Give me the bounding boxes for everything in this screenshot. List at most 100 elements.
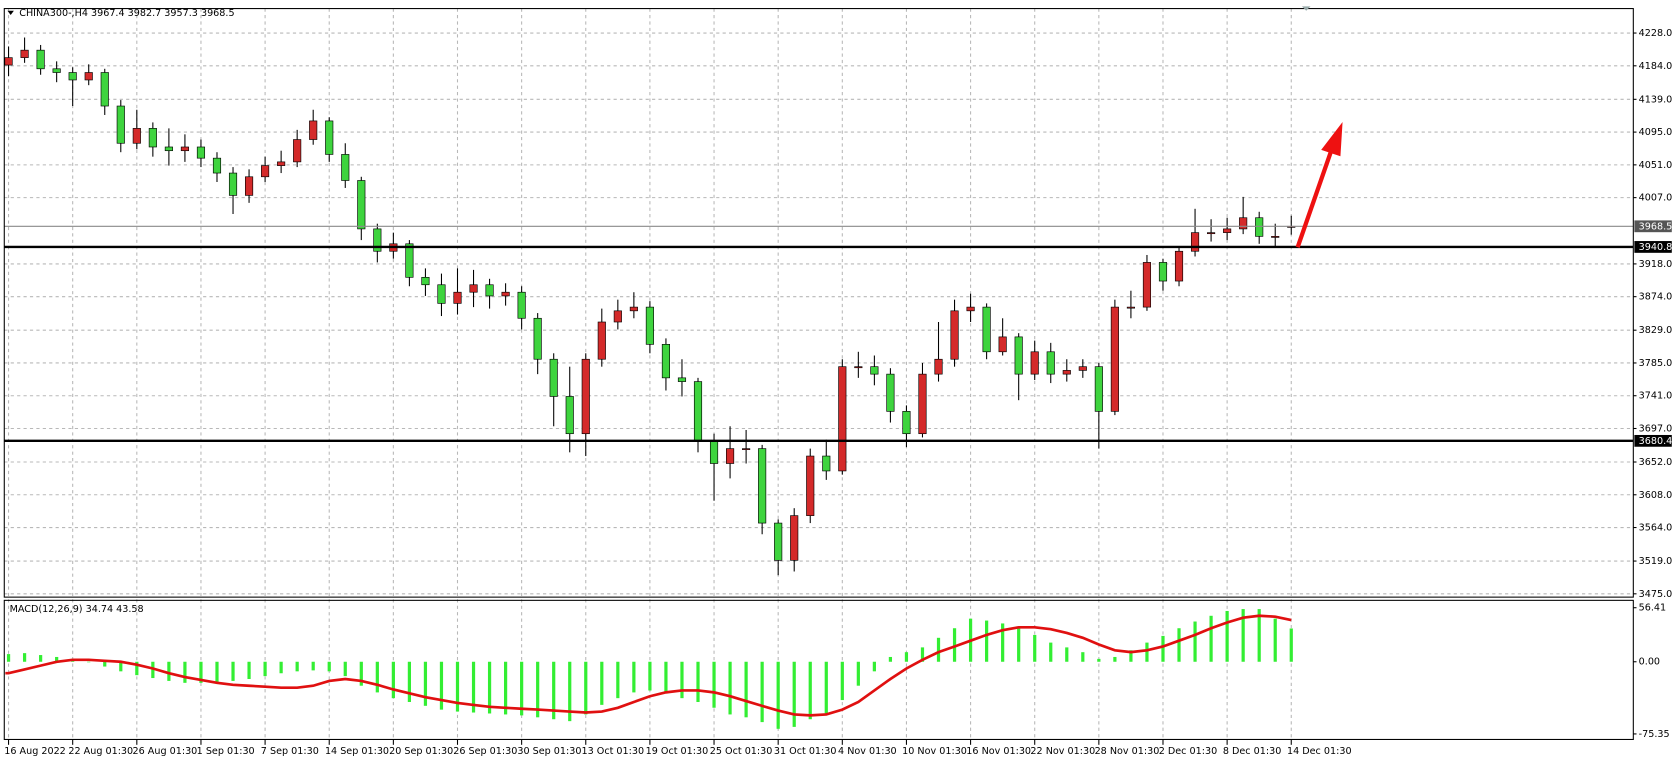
x-tick-label: 7 Sep 01:30 [261,746,319,757]
macd-bar [167,661,171,681]
y-tick-label: 4007.0 [1639,193,1673,204]
macd-bar [776,661,780,729]
macd-bar [552,661,556,720]
trend-arrow [1295,121,1343,248]
candle-body [774,522,783,561]
candle-body [228,172,238,196]
candle-body [1126,306,1135,309]
candle-body [405,243,414,278]
macd-bar [1097,658,1101,662]
y-tick-label: 4139.0 [1639,94,1673,105]
y-tick-label: 4095.0 [1639,127,1673,138]
macd-bar [327,661,331,672]
macd-bar [744,661,748,718]
x-tick-label: 16 Nov 01:30 [966,746,1031,757]
x-tick-label: 10 Nov 01:30 [902,746,967,757]
candle-body [180,146,189,152]
y-tick-label: 3874.0 [1639,292,1673,303]
candle-body [790,515,799,561]
x-tick-label: 14 Sep 01:30 [325,746,389,757]
macd-bar [391,661,395,699]
macd-bar [1193,621,1197,662]
candle-body [533,317,542,360]
macd-bar [22,653,27,662]
y-tick-label: 4184.0 [1639,61,1673,72]
x-tick-label: 26 Aug 01:30 [133,746,198,757]
candle-body [309,120,318,140]
candle-body [517,291,526,319]
candle-body [726,448,735,464]
candle-body [645,306,654,345]
macd-bar [584,661,588,715]
y-tick-label: 4051.0 [1639,160,1673,171]
chart-title: CHINA300-,H4 3967.4 3982.7 3957.3 3968.5 [19,8,234,19]
candle-body [164,146,173,152]
x-tick-label: 19 Oct 01:30 [646,746,709,757]
candle-body [20,49,29,58]
candle-body [341,154,350,181]
macd-bar [1209,615,1213,662]
candle-body [1239,217,1248,230]
candle-body [1223,228,1232,233]
macd-bar [1161,635,1165,662]
candle-body [293,139,302,163]
macd-bar [311,661,315,671]
macd-bar [520,661,524,716]
macd-bar [295,661,299,672]
candle-body [581,358,590,435]
macd-bar [1001,623,1005,662]
menu-triangle[interactable] [7,10,14,15]
macd-bar [872,661,876,672]
candle-body [966,306,975,312]
level-label-box [1634,434,1672,447]
level-label: 3940.8 [1639,242,1673,253]
y-tick-label: 3785.0 [1639,358,1673,369]
macd-bar [1017,628,1021,662]
y-tick-label: -75.35 [1639,729,1670,740]
macd-bar [632,661,636,693]
candle-body [52,68,61,73]
candle-body [822,455,831,472]
macd-bar [664,661,668,694]
x-tick-label: 16 Aug 2022 [4,746,66,757]
macd-bar [1225,610,1229,662]
y-tick-label: 4228.0 [1639,28,1673,39]
macd-bar [904,652,909,662]
macd-bar [1049,642,1053,662]
macd-bar [985,620,989,662]
candle-body [485,284,494,297]
x-tick-label: 22 Nov 01:30 [1030,746,1095,757]
candle-body [261,165,270,178]
candle-body [244,176,254,196]
macd-bar [487,661,492,714]
y-tick-label: 56.41 [1639,603,1667,614]
macd-bar [407,661,412,702]
candle-body [373,228,382,252]
macd-bar [423,661,428,706]
candle-body [148,128,157,148]
macd-bar [808,661,812,720]
candle-body [1255,217,1264,237]
macd-bar [1033,634,1037,662]
candle-body [453,291,462,304]
macd-bar [247,661,251,679]
macd-bar [616,661,620,699]
macd-bar [1129,650,1133,662]
macd-bar [840,661,844,701]
x-tick-label: 20 Sep 01:30 [389,746,453,757]
macd-bar [1065,647,1069,662]
y-tick-label: 3475.0 [1639,589,1673,600]
macd-title: MACD(12,26,9) 34.74 43.58 [10,604,144,615]
macd-bar [1113,656,1117,662]
x-tick-label: 26 Sep 01:30 [453,746,517,757]
level-label: 3680.4 [1639,436,1673,447]
macd-bar [375,661,379,693]
macd-bar [343,661,347,677]
candle-body [84,72,93,81]
macd-bar [215,661,219,682]
candle-body [68,72,77,81]
candle-body [565,396,574,435]
macd-bar [1081,652,1085,662]
